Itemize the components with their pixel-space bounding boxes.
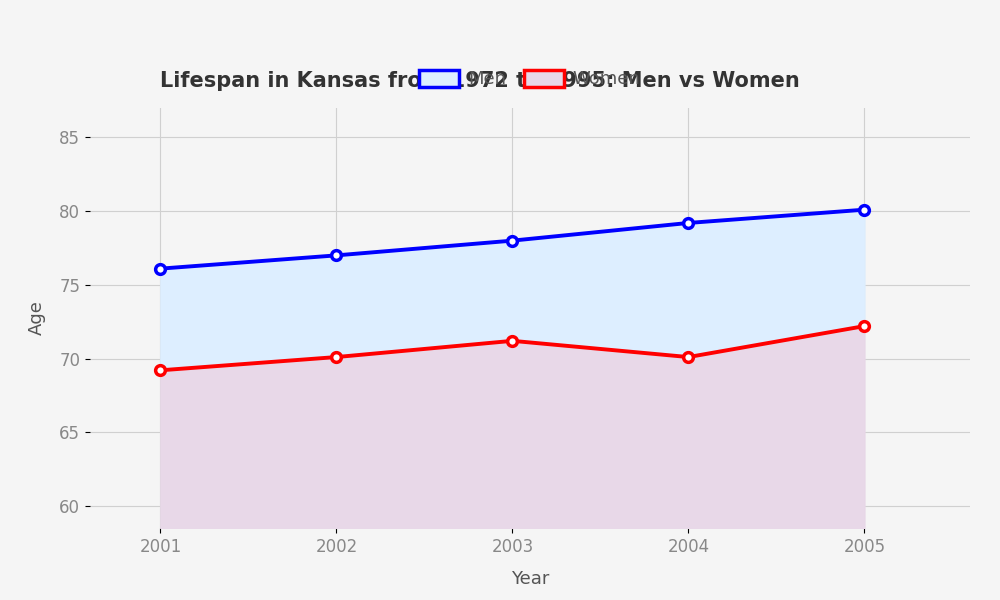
Text: Lifespan in Kansas from 1972 to 1995: Men vs Women: Lifespan in Kansas from 1972 to 1995: Me… — [160, 71, 800, 91]
Legend: Men, Women: Men, Women — [412, 62, 648, 95]
X-axis label: Year: Year — [511, 569, 549, 587]
Y-axis label: Age: Age — [27, 301, 45, 335]
